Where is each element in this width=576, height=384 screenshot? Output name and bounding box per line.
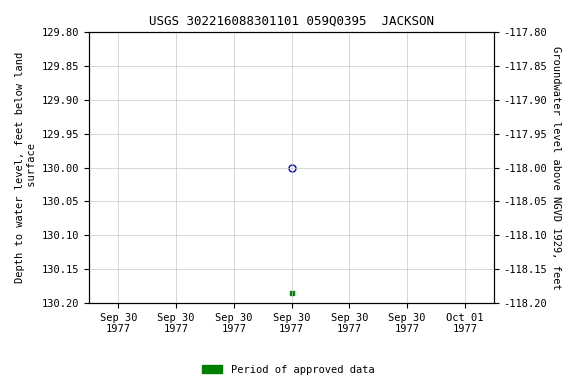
Legend: Period of approved data: Period of approved data [198, 361, 378, 379]
Y-axis label: Groundwater level above NGVD 1929, feet: Groundwater level above NGVD 1929, feet [551, 46, 561, 290]
Title: USGS 302216088301101 059Q0395  JACKSON: USGS 302216088301101 059Q0395 JACKSON [149, 15, 434, 28]
Y-axis label: Depth to water level, feet below land
 surface: Depth to water level, feet below land su… [15, 52, 37, 283]
